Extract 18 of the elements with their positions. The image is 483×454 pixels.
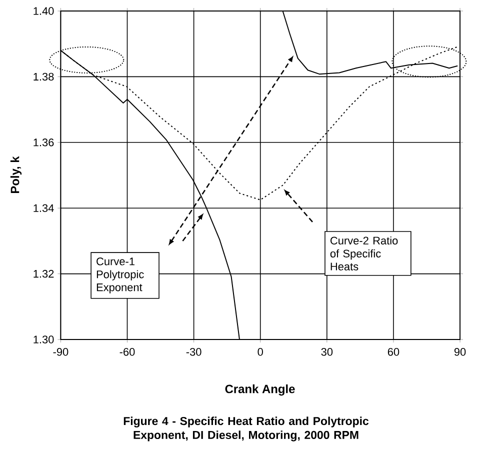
x-axis-title: Crank Angle <box>225 384 295 396</box>
y-tick-label: 1.34 <box>34 204 54 212</box>
x-tick-label: -60 <box>120 348 135 356</box>
x-tick-label: -90 <box>53 348 68 356</box>
annotation: Curve-2 Ratio of Specific Heats <box>330 236 398 270</box>
text: Figure 4 - Specific Heat Ratio and Polytropic Exponent, DI Diesel, Motoring, 2000 RPM <box>124 416 369 442</box>
annotation: Curve-1 Polytropic Exponent <box>96 258 144 294</box>
x-tick-label: 90 <box>454 348 466 356</box>
y-tick-label: 1.30 <box>34 336 54 344</box>
y-tick-label: 1.32 <box>34 270 54 278</box>
x-tick-label: 60 <box>388 348 400 356</box>
y-tick-label: 1.38 <box>34 72 54 81</box>
x-tick-label: 0 <box>258 348 263 356</box>
x-tick-label: -30 <box>186 348 202 356</box>
y-axis-title: Poly, k <box>10 156 22 194</box>
y-tick-label: 1.36 <box>34 138 54 146</box>
y-tick-label: 1.40 <box>34 7 54 15</box>
x-tick-label: 30 <box>321 348 333 356</box>
